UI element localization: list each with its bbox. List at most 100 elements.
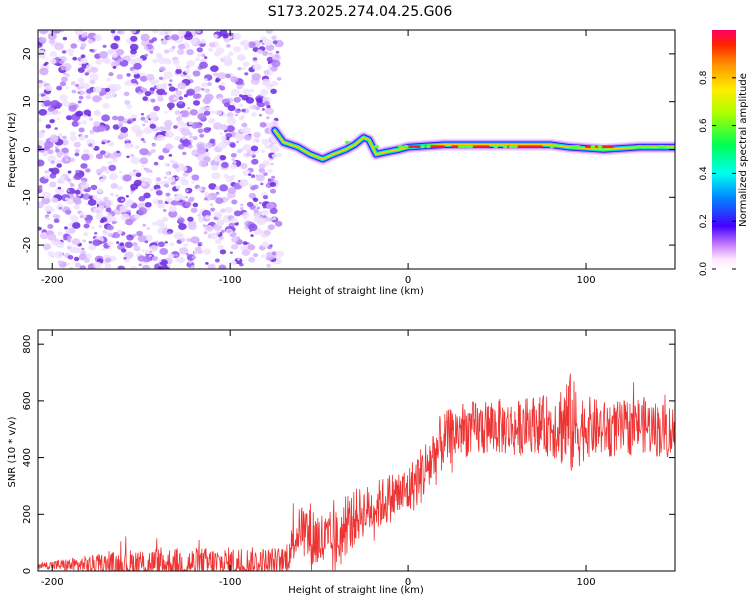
noise-speckle <box>102 44 107 48</box>
noise-speckle <box>141 176 146 181</box>
noise-speckle <box>110 192 114 196</box>
noise-speckle <box>204 88 210 93</box>
noise-speckle <box>252 63 262 71</box>
noise-speckle <box>38 109 48 116</box>
noise-speckle <box>168 154 173 157</box>
trace-bead <box>397 145 404 149</box>
noise-speckle <box>149 245 159 252</box>
noise-speckle <box>198 123 202 126</box>
trace-bead <box>493 145 499 149</box>
noise-speckle <box>71 89 77 94</box>
noise-speckle <box>240 207 244 210</box>
noise-speckle <box>225 73 232 79</box>
trace-bead <box>660 145 666 149</box>
noise-speckle <box>155 179 162 185</box>
noise-speckle <box>62 100 70 107</box>
noise-speckle <box>245 152 251 157</box>
noise-speckle <box>185 65 190 69</box>
noise-speckle <box>158 76 164 81</box>
noise-speckle <box>129 43 139 51</box>
noise-speckle <box>219 155 227 161</box>
noise-speckle <box>165 130 175 138</box>
noise-speckle <box>89 73 99 81</box>
noise-speckle <box>267 169 273 174</box>
noise-speckle <box>181 139 191 147</box>
noise-speckle <box>183 243 189 248</box>
noise-speckle <box>138 263 142 267</box>
noise-speckle <box>259 39 263 43</box>
noise-speckle <box>270 188 276 194</box>
noise-speckle <box>133 213 141 220</box>
noise-speckle <box>242 241 248 246</box>
noise-speckle <box>189 37 198 45</box>
noise-speckle <box>221 161 229 168</box>
noise-speckle <box>64 158 69 162</box>
noise-speckle <box>140 138 145 141</box>
noise-speckle <box>240 204 244 208</box>
noise-speckle <box>48 168 54 172</box>
trace-bead <box>374 145 380 149</box>
noise-speckle <box>221 82 226 86</box>
noise-speckle <box>49 58 57 64</box>
noise-speckle <box>66 73 70 77</box>
noise-speckle <box>210 164 219 171</box>
noise-speckle <box>168 83 173 87</box>
noise-speckle <box>177 217 185 223</box>
noise-speckle <box>49 135 59 143</box>
noise-speckle <box>200 38 207 44</box>
y-tick-label: 600 <box>22 391 33 410</box>
noise-speckle <box>178 96 184 101</box>
noise-speckle <box>69 181 73 185</box>
noise-speckle <box>182 172 189 177</box>
noise-speckle <box>141 182 146 187</box>
noise-speckle <box>38 159 45 167</box>
noise-speckle <box>244 72 249 76</box>
noise-speckle <box>141 87 148 93</box>
noise-speckle <box>130 35 138 42</box>
colorbar-tick-label: 0.8 <box>699 70 709 85</box>
noise-speckle <box>210 207 216 212</box>
noise-speckle <box>167 231 172 235</box>
noise-speckle <box>130 156 140 165</box>
noise-speckle <box>175 90 183 96</box>
noise-speckle <box>92 195 98 200</box>
noise-speckle <box>253 131 261 138</box>
noise-speckle <box>187 144 193 149</box>
noise-speckle <box>156 177 161 182</box>
noise-speckle <box>248 256 256 263</box>
noise-speckle <box>38 82 43 89</box>
noise-speckle <box>102 102 110 109</box>
noise-speckle <box>157 199 163 204</box>
noise-speckle <box>57 111 62 114</box>
noise-speckle <box>130 53 137 58</box>
noise-speckle <box>267 224 276 231</box>
noise-speckle <box>53 218 60 223</box>
noise-speckle <box>165 197 173 203</box>
x-tick-label: 0 <box>405 275 411 286</box>
noise-speckle <box>94 110 101 117</box>
noise-speckle <box>275 220 283 227</box>
noise-speckle <box>203 248 211 255</box>
noise-speckle <box>107 212 111 216</box>
noise-speckle <box>45 124 52 129</box>
noise-speckle <box>265 30 273 34</box>
colorbar-tick-label: 0.6 <box>699 118 709 133</box>
noise-speckle <box>215 109 223 116</box>
noise-speckle <box>151 37 158 42</box>
noise-speckle <box>176 120 184 127</box>
noise-speckle <box>149 120 154 125</box>
noise-speckle <box>77 121 81 125</box>
noise-speckle <box>130 30 137 34</box>
trace-bead <box>344 140 351 144</box>
noise-speckle <box>132 118 137 122</box>
noise-speckle <box>247 41 256 48</box>
noise-speckle <box>65 209 72 215</box>
noise-speckle <box>237 136 244 142</box>
noise-speckle <box>151 256 158 262</box>
noise-speckle <box>215 47 225 55</box>
noise-speckle <box>87 199 97 206</box>
noise-speckle <box>57 177 66 184</box>
noise-speckle <box>104 58 112 65</box>
noise-speckle <box>142 96 148 101</box>
noise-speckle <box>250 145 259 152</box>
